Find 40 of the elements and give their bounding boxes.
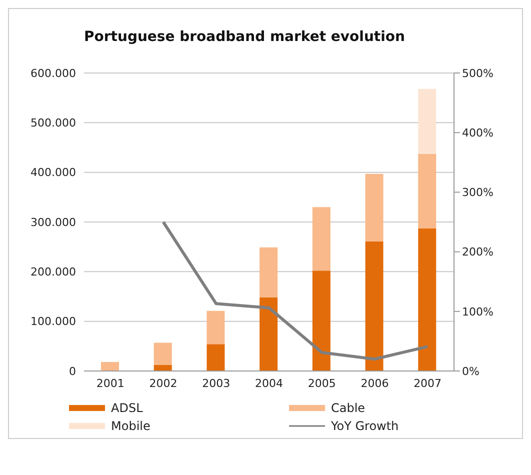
y2-tick-label: 300% — [462, 186, 494, 200]
line-series — [162, 220, 430, 361]
bar — [312, 207, 330, 271]
x-tick-label: 2006 — [360, 376, 389, 390]
y-tick-label: 100.000 — [30, 315, 76, 328]
x-tick-label: 2002 — [149, 376, 178, 390]
y2-tick-label: 400% — [462, 126, 494, 140]
x-tick-label: 2004 — [255, 376, 283, 390]
y-tick-label: 200.000 — [30, 266, 76, 279]
y-tick-label: 300.000 — [30, 216, 76, 229]
bar — [260, 297, 278, 371]
legend-label: Cable — [331, 401, 366, 415]
bar — [260, 247, 278, 298]
y2-tick-label: 100% — [462, 305, 494, 318]
x-tick-label: 2005 — [308, 376, 336, 390]
y-tick-label: 600.000 — [30, 66, 76, 80]
y2-tick-label: 500% — [462, 66, 494, 80]
chart-title: Portuguese broadband market evolution — [83, 28, 406, 47]
bar — [418, 228, 436, 371]
legend-label: Mobile — [111, 419, 150, 433]
bar — [365, 174, 384, 242]
bar — [154, 365, 172, 371]
x-tick-label: 2003 — [202, 376, 230, 390]
legend-label: ADSL — [111, 401, 143, 415]
legend-label: YoY Growth — [331, 419, 399, 433]
y-tick-label: 0 — [69, 364, 76, 378]
x-tick-label: 2007 — [414, 376, 442, 390]
y-tick-label: 500.000 — [30, 116, 76, 130]
bar — [418, 88, 436, 154]
y-tick-label: 400.000 — [30, 166, 76, 180]
bar — [312, 270, 330, 371]
bar — [101, 362, 119, 371]
bar — [206, 310, 225, 344]
bar — [418, 154, 436, 228]
bar — [365, 241, 384, 371]
bar — [206, 344, 225, 371]
bar — [154, 342, 172, 366]
y2-tick-label: 0% — [462, 364, 480, 378]
y2-tick-label: 200% — [462, 246, 494, 259]
x-tick-label: 2001 — [96, 376, 124, 390]
